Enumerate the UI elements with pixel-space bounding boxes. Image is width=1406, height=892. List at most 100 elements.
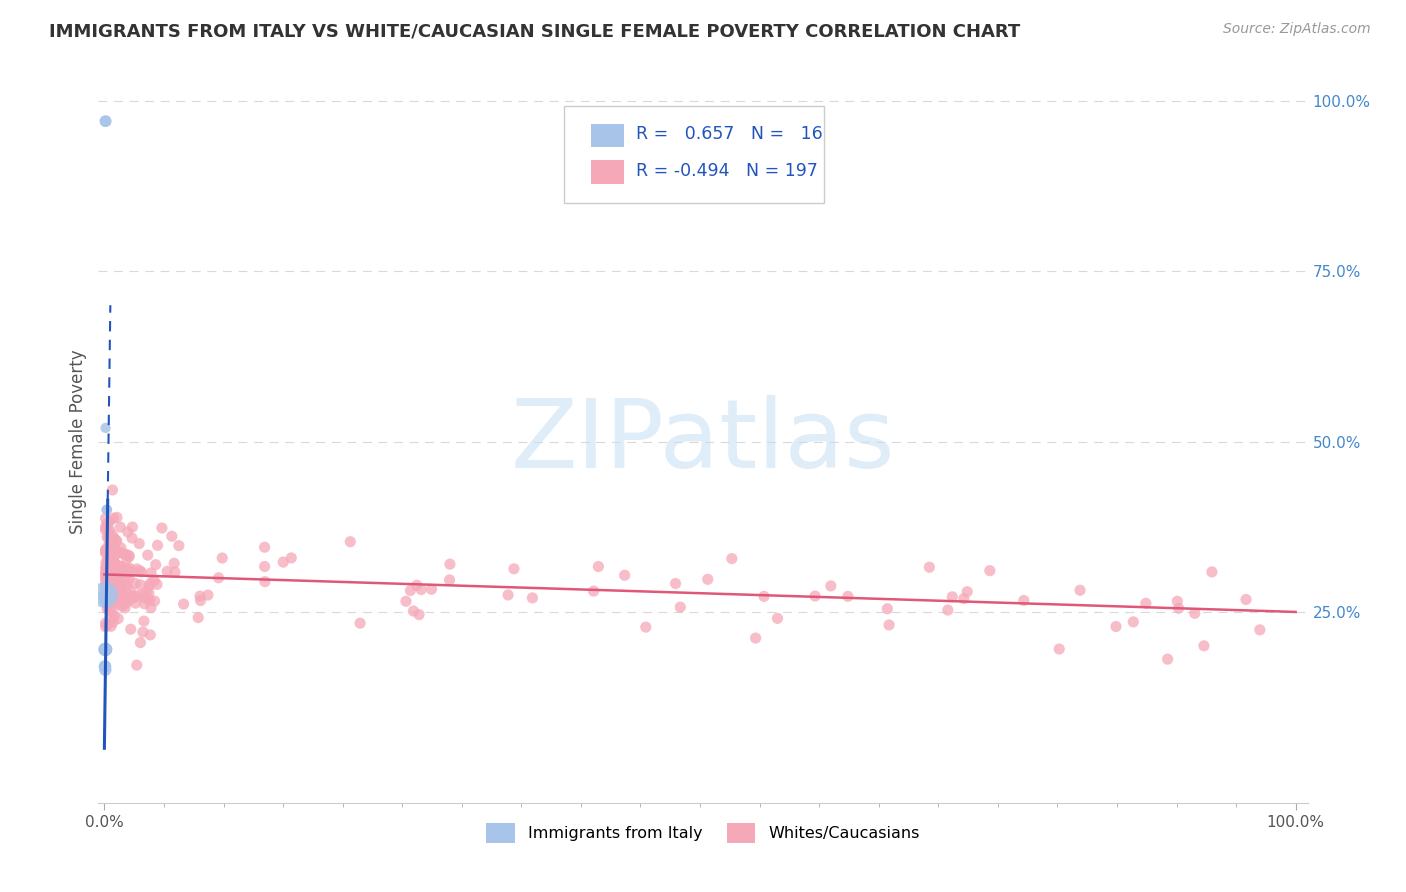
Point: [125, 658, 148, 673]
Point: [98, 602, 121, 616]
Point: [721, 551, 744, 566]
Point: [1184, 607, 1206, 621]
Text: ZIPatlas: ZIPatlas: [510, 395, 896, 488]
Point: [94, 546, 117, 560]
Point: [96, 530, 118, 544]
Point: [94, 556, 117, 570]
Point: [752, 590, 775, 604]
Point: [399, 583, 422, 598]
Point: [94, 511, 117, 525]
Point: [108, 559, 131, 574]
Point: [143, 574, 166, 588]
Point: [271, 555, 294, 569]
Point: [837, 590, 859, 604]
Point: [349, 616, 371, 631]
Point: [100, 572, 122, 586]
Point: [1105, 619, 1128, 633]
Point: [253, 574, 276, 589]
Point: [112, 547, 135, 561]
Point: [110, 567, 132, 582]
Point: [118, 561, 141, 575]
Point: [107, 611, 129, 625]
Point: [111, 562, 134, 576]
Point: [94, 577, 117, 591]
Point: [100, 558, 122, 573]
Point: [96, 517, 118, 532]
Point: [101, 568, 124, 582]
FancyBboxPatch shape: [591, 124, 624, 147]
Point: [103, 543, 125, 558]
Point: [94, 580, 117, 594]
Point: [163, 565, 186, 579]
Point: [136, 548, 159, 562]
Point: [132, 625, 155, 640]
Point: [96, 596, 118, 610]
Point: [105, 533, 128, 548]
Point: [139, 628, 162, 642]
Point: [100, 561, 122, 575]
Point: [101, 554, 124, 568]
Point: [110, 581, 132, 595]
Point: [582, 584, 605, 599]
Point: [104, 580, 127, 594]
Point: [98, 514, 121, 528]
Point: [128, 536, 150, 550]
Point: [97, 530, 120, 544]
Point: [139, 576, 162, 591]
Point: [104, 557, 127, 571]
Point: [100, 619, 122, 633]
Point: [100, 574, 122, 589]
Point: [100, 571, 122, 585]
Point: [96, 618, 118, 632]
Point: [96, 598, 118, 612]
Point: [94, 542, 117, 557]
Point: [107, 577, 129, 591]
Point: [100, 589, 122, 603]
Point: [145, 558, 167, 572]
Point: [94, 642, 117, 657]
Point: [339, 534, 361, 549]
Point: [111, 561, 134, 575]
Point: [115, 579, 138, 593]
Point: [97, 538, 120, 552]
Point: [108, 575, 131, 590]
Point: [100, 549, 122, 564]
Point: [132, 614, 155, 628]
Point: [669, 600, 692, 615]
Point: [124, 576, 146, 591]
Point: [439, 573, 461, 587]
Point: [98, 553, 121, 567]
Point: [187, 610, 209, 624]
Point: [918, 560, 941, 574]
Point: [94, 642, 117, 657]
Point: [100, 556, 122, 570]
Point: [744, 631, 766, 645]
Point: [110, 541, 132, 555]
Point: [97, 580, 120, 594]
Y-axis label: Single Female Poverty: Single Female Poverty: [69, 350, 87, 533]
Point: [98, 552, 121, 566]
Point: [129, 635, 152, 649]
Point: [405, 578, 427, 592]
Point: [696, 572, 718, 586]
Point: [953, 591, 976, 606]
Point: [94, 663, 117, 677]
Point: [103, 549, 125, 564]
Point: [1166, 594, 1188, 608]
Point: [96, 585, 118, 599]
Point: [190, 593, 212, 607]
Point: [117, 588, 139, 602]
Point: [94, 520, 117, 534]
Point: [138, 593, 160, 607]
Point: [664, 576, 686, 591]
Point: [134, 597, 156, 611]
Point: [98, 554, 121, 568]
Point: [120, 584, 142, 599]
Point: [100, 591, 122, 606]
Point: [103, 590, 125, 604]
Point: [98, 523, 121, 537]
Point: [804, 589, 827, 603]
Point: [94, 573, 117, 587]
Point: [94, 616, 117, 631]
Point: [107, 559, 129, 574]
